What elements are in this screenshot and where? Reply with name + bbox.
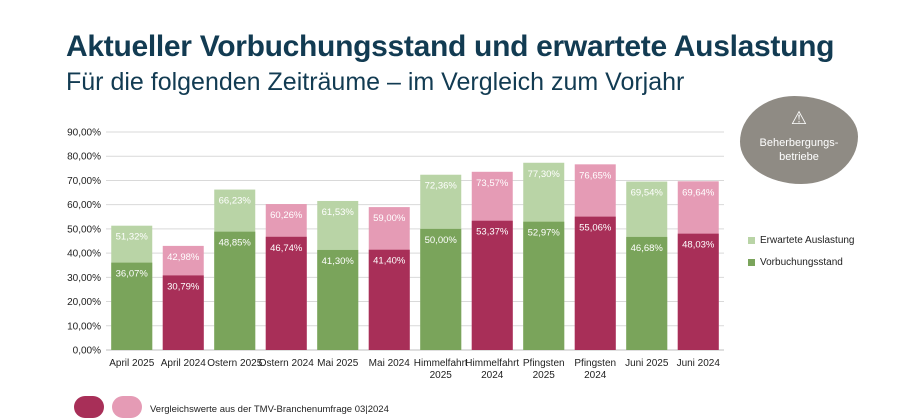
data-label-expected: 61,53%	[322, 207, 355, 218]
data-label-expected: 76,65%	[579, 170, 612, 181]
info-badge: ⚠ Beherbergungs-betriebe	[740, 96, 858, 184]
bar-booked	[265, 236, 307, 350]
x-tick-label: Pfingsten 2025	[523, 358, 565, 381]
x-tick-label: Juni 2024	[677, 358, 721, 369]
data-label-booked: 41,40%	[373, 256, 406, 267]
x-tick-label: Mai 2025	[317, 358, 359, 369]
data-label-expected: 72,36%	[425, 181, 458, 192]
x-tick-label: April 2024	[161, 358, 206, 369]
legend-item-booked: Vorbuchungsstand	[748, 257, 843, 268]
bar-booked	[626, 236, 668, 350]
legend-item-expected: Erwartete Auslastung	[748, 235, 855, 246]
y-tick-label: 30,00%	[67, 273, 101, 284]
data-label-booked: 41,30%	[322, 256, 355, 267]
x-tick-label: Ostern 2024	[259, 358, 314, 369]
data-label-expected: 73,57%	[476, 178, 509, 189]
data-label-booked: 53,37%	[476, 227, 509, 238]
y-tick-label: 20,00%	[67, 297, 101, 308]
data-label-expected: 69,64%	[682, 187, 715, 198]
data-label-expected: 60,26%	[270, 210, 303, 221]
data-label-expected: 69,54%	[631, 188, 664, 199]
data-label-expected: 66,23%	[219, 196, 252, 207]
page-title: Aktueller Vorbuchungsstand und erwartete…	[66, 30, 835, 63]
x-tick-label: Juni 2025	[625, 358, 669, 369]
data-label-booked: 30,79%	[167, 281, 200, 292]
bar-booked	[317, 249, 359, 350]
bar-booked	[162, 275, 204, 350]
y-tick-label: 80,00%	[67, 152, 101, 163]
data-label-expected: 42,98%	[167, 252, 200, 263]
bar-booked	[523, 221, 565, 350]
data-label-expected: 59,00%	[373, 213, 406, 224]
y-tick-label: 10,00%	[67, 321, 101, 332]
data-label-booked: 46,74%	[270, 243, 303, 254]
legend-swatch-expected	[748, 236, 755, 244]
bar-booked	[420, 228, 462, 350]
data-label-expected: 51,32%	[116, 232, 149, 243]
bar-booked	[677, 233, 719, 350]
data-label-booked: 52,97%	[528, 228, 561, 239]
y-tick-label: 40,00%	[67, 249, 101, 260]
x-tick-label: Pfingsten 2024	[574, 358, 616, 381]
bar-booked	[111, 262, 153, 350]
data-label-expected: 77,30%	[528, 169, 561, 180]
y-tick-label: 90,00%	[67, 128, 101, 139]
y-tick-label: 0,00%	[73, 346, 101, 357]
x-tick-label: Himmelfahrt 2025	[414, 358, 468, 381]
badge-text: Beherbergungs-betriebe	[759, 137, 839, 163]
y-tick-label: 60,00%	[67, 200, 101, 211]
data-label-booked: 50,00%	[425, 235, 458, 246]
data-label-booked: 48,85%	[219, 238, 252, 249]
y-tick-label: 50,00%	[67, 224, 101, 235]
data-label-booked: 48,03%	[682, 240, 715, 251]
footer-swatch-booked-2024	[74, 396, 104, 418]
legend-label-expected: Erwartete Auslastung	[760, 235, 855, 246]
y-tick-label: 70,00%	[67, 176, 101, 187]
page-subtitle: Für die folgenden Zeiträume – im Verglei…	[66, 68, 685, 96]
legend-label-booked: Vorbuchungsstand	[760, 257, 843, 268]
x-tick-label: Ostern 2025	[207, 358, 262, 369]
warning-icon: ⚠	[790, 108, 808, 128]
data-label-booked: 36,07%	[116, 269, 149, 280]
x-tick-label: Mai 2024	[369, 358, 411, 369]
bar-booked	[574, 216, 616, 350]
bar-booked	[368, 249, 410, 350]
legend-swatch-booked	[748, 258, 755, 266]
bar-booked	[214, 231, 256, 350]
footnote: Vergleichswerte aus der TMV-Branchenumfr…	[150, 404, 389, 415]
data-label-booked: 46,68%	[631, 243, 664, 254]
bar-booked	[471, 220, 513, 350]
data-label-booked: 55,06%	[579, 223, 612, 234]
footer-swatch-expected-2024	[112, 396, 142, 418]
x-tick-label: April 2025	[109, 358, 154, 369]
x-tick-label: Himmelfahrt 2024	[465, 358, 519, 381]
